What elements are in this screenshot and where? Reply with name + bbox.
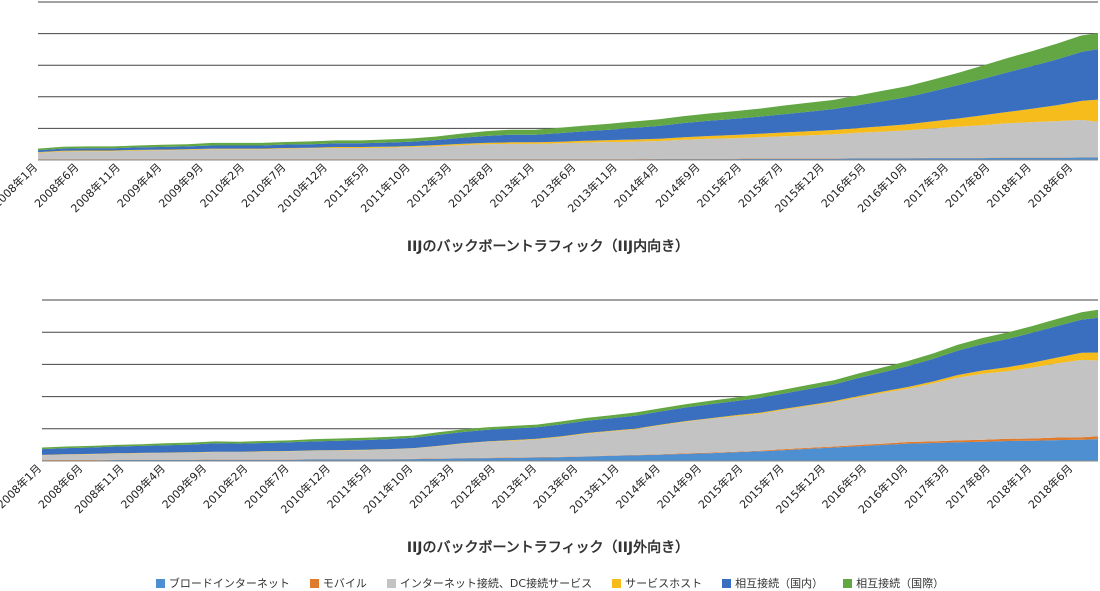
area-series-internet-dc — [42, 359, 1098, 460]
area-series-broadband — [38, 157, 1098, 160]
legend-item-peering-domestic: 相互接続（国内） — [722, 575, 823, 591]
chart-title-inbound: IIJのバックボーントラフィック（IIJ内向き） — [407, 238, 689, 255]
area-series-service-host — [38, 99, 1098, 153]
legend-item-peering-international: 相互接続（国際） — [843, 575, 944, 591]
legend: ブロードインターネット モバイル インターネット接続、DC接続サービス サービス… — [0, 575, 1100, 591]
legend-label-internet-dc: インターネット接続、DC接続サービス — [399, 577, 593, 590]
legend-label-peering-international: 相互接続（国際） — [856, 577, 945, 590]
legend-swatch-service-host — [612, 578, 622, 588]
legend-label-peering-domestic: 相互接続（国内） — [735, 577, 824, 590]
legend-item-mobile: モバイル — [309, 575, 367, 591]
legend-swatch-peering-international — [843, 578, 853, 588]
legend-item-broadband: ブロードインターネット — [155, 575, 290, 591]
legend-label-broadband: ブロードインターネット — [168, 577, 290, 590]
chart-inbound: 2008年1月2008年6月2008年11月2009年4月2009年9月2010… — [0, 1, 1098, 215]
area-series-broadband — [42, 439, 1098, 461]
chart-outbound: 2008年1月2008年6月2008年11月2009年4月2009年9月2010… — [0, 299, 1098, 516]
x-tick-label: 2018年6月 — [1025, 461, 1075, 511]
legend-label-service-host: サービスホスト — [625, 577, 703, 590]
legend-label-mobile: モバイル — [322, 577, 367, 590]
area-series-mobile — [38, 157, 1098, 160]
legend-swatch-broadband — [155, 578, 165, 588]
area-series-internet-dc — [38, 119, 1098, 160]
x-tick-label: 2018年6月 — [1025, 160, 1075, 210]
legend-swatch-internet-dc — [386, 578, 396, 588]
area-series-peering-international — [38, 33, 1098, 151]
legend-item-service-host: サービスホスト — [612, 575, 702, 591]
legend-item-internet-dc: インターネット接続、DC接続サービス — [386, 575, 593, 591]
legend-swatch-peering-domestic — [722, 578, 732, 588]
legend-swatch-mobile — [309, 578, 319, 588]
area-series-peering-domestic — [42, 317, 1098, 455]
area-series-peering-domestic — [38, 49, 1098, 153]
chart-title-outbound: IIJのバックボーントラフィック（IIJ外向き） — [407, 539, 689, 556]
area-series-peering-international — [42, 309, 1098, 450]
